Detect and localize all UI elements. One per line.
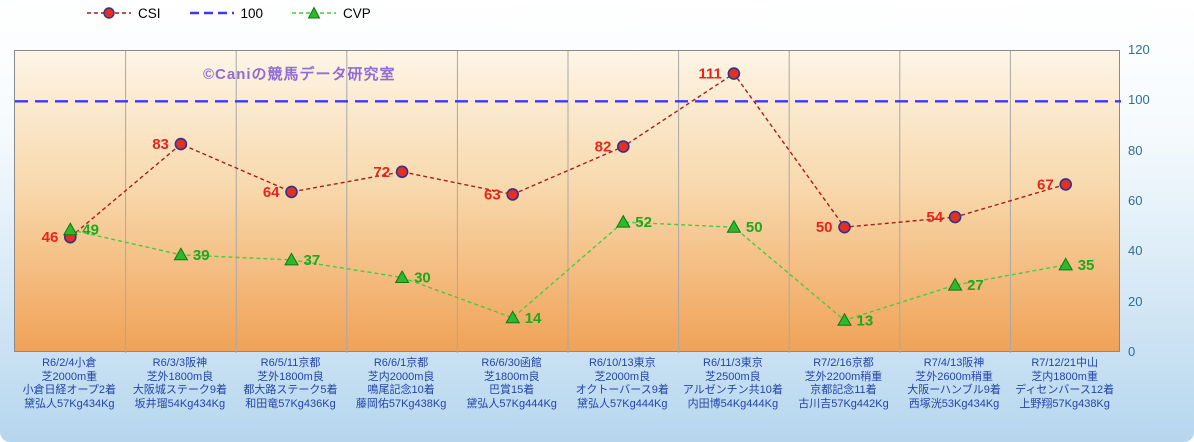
x-axis-label-line: 黛弘人57Kg434Kg: [24, 397, 115, 410]
svg-text:111: 111: [699, 66, 722, 83]
svg-text:64: 64: [263, 184, 280, 201]
x-axis-label: R7/2/16京都 芝外2200m稍重 京都記念11着 古川吉57Kg442Kg: [788, 357, 899, 411]
x-axis-label-line: 京都記念11着: [810, 384, 877, 396]
x-axis-label-line: 芝外2200m稍重: [804, 370, 883, 383]
legend-label-cvp: CVP: [343, 5, 371, 21]
x-axis-label-line: 大阪ーハンブル9着: [907, 384, 1001, 396]
svg-text:37: 37: [304, 252, 321, 269]
x-axis-label: R6/10/13東京 芝2000m良 オクトーバース9着 黛弘人57Kg444Kg: [567, 357, 678, 411]
y-axis-tick-label: 40: [1128, 243, 1143, 259]
legend-label-100: 100: [240, 5, 264, 21]
x-axis-label-line: 小倉日経オープ2着: [22, 384, 117, 396]
x-axis-label-line: 大阪城ステーク9着: [132, 384, 227, 396]
legend-item-100: 100: [189, 5, 264, 21]
x-axis-label-line: 芝2000m重: [41, 370, 98, 383]
svg-text:50: 50: [746, 219, 763, 236]
legend-item-cvp: CVP: [291, 5, 371, 21]
x-axis-label-line: 上野翔57Kg438Kg: [1019, 397, 1110, 410]
svg-text:67: 67: [1037, 176, 1054, 193]
x-axis-label-line: R6/11/3東京: [703, 357, 763, 369]
x-axis-label: R6/2/4小倉 芝2000m重 小倉日経オープ2着 黛弘人57Kg434Kg: [14, 357, 125, 411]
x-axis-label-line: R6/6/1京都: [373, 357, 429, 369]
x-axis-label: R6/11/3東京 芝2500m良 アルゼンチン共10着 内田博54Kg444Kg: [678, 357, 789, 411]
x-axis-label-line: R6/10/13東京: [588, 357, 656, 369]
svg-text:14: 14: [525, 310, 542, 327]
x-axis-label-line: 芝外2600m稍重: [915, 370, 993, 383]
x-axis-label-line: 鳴尾記念10着: [367, 384, 435, 396]
svg-text:13: 13: [857, 312, 874, 329]
x-axis-label-line: R6/2/4小倉: [42, 357, 97, 369]
x-axis-label: R6/6/1京都 芝内2000m良 鳴尾記念10着 藤岡佑57Kg438Kg: [346, 357, 457, 411]
svg-text:27: 27: [967, 277, 984, 294]
svg-text:49: 49: [82, 222, 99, 239]
svg-text:39: 39: [193, 247, 210, 264]
svg-text:63: 63: [484, 186, 501, 203]
reference-line-legend-marker-icon: [189, 11, 234, 15]
x-axis-label-line: R7/2/16京都: [813, 357, 874, 369]
x-axis-label-line: 芝外1800m良: [146, 370, 214, 383]
y-axis-tick-label: 0: [1128, 344, 1136, 359]
y-axis-tick-label: 100: [1128, 92, 1150, 108]
svg-text:46: 46: [42, 229, 59, 246]
svg-text:35: 35: [1078, 257, 1095, 274]
watermark: ©Caniの競馬データ研究室: [203, 66, 396, 83]
x-axis-label: R7/4/13阪神 芝外2600m稍重 大阪ーハンブル9着 西塚洸53Kg434Kg: [899, 357, 1010, 411]
x-axis-label-line: 芝1800m良: [483, 370, 540, 383]
x-axis-label: R6/3/3阪神 芝外1800m良 大阪城ステーク9着 坂井瑠54Kg434Kg: [125, 357, 236, 411]
x-axis-label-line: 芝2500m良: [705, 370, 761, 383]
x-axis-label-line: R7/12/21中山: [1031, 357, 1098, 369]
x-axis-label-line: 古川吉57Kg442Kg: [798, 397, 889, 410]
x-axis-label-line: 芝内2000m良: [367, 370, 435, 383]
x-axis-label-line: R6/3/3阪神: [152, 357, 208, 369]
svg-text:52: 52: [635, 214, 652, 231]
svg-text:83: 83: [152, 136, 169, 153]
x-axis-label-line: 西塚洸53Kg434Kg: [908, 397, 1000, 410]
y-axis-tick-label: 80: [1128, 142, 1143, 158]
x-axis-label-line: 都大路ステーク5着: [243, 384, 338, 396]
x-axis-label-line: アルゼンチン共10着: [682, 384, 783, 396]
x-axis-label-line: 巴賞15着: [489, 384, 535, 396]
x-axis-label: R7/12/21中山 芝内1800m重 ディセンバース12着 上野翔57Kg438Kg: [1009, 357, 1120, 411]
plot-area: 46 83 64 72 63 82 111 50 54 67 49 39 37 30 14 52 50 13 27 3…: [14, 50, 1121, 353]
svg-text:82: 82: [595, 139, 612, 156]
y-axis-tick-label: 20: [1128, 293, 1143, 309]
x-axis-label-line: R6/5/11京都: [260, 357, 321, 369]
legend: CSI 100 CVP: [86, 5, 371, 21]
csi-legend-marker-icon: [87, 7, 131, 19]
x-axis-label-line: R7/4/13阪神: [923, 357, 985, 369]
x-axis-label-line: 藤岡佑57Kg438Kg: [355, 397, 447, 410]
x-axis-label-line: ディセンバース12着: [1015, 384, 1115, 396]
x-axis-label-line: 芝内1800m重: [1031, 370, 1098, 383]
x-axis-label-line: 黛弘人57Kg444Kg: [466, 397, 557, 410]
x-axis-label: R6/5/11京都 芝外1800m良 都大路ステーク5着 和田竜57Kg436Kg: [235, 357, 346, 411]
x-axis-label-line: オクトーバース9着: [575, 384, 669, 396]
x-axis-label-line: 芝外1800m良: [257, 370, 324, 383]
legend-label-csi: CSI: [138, 5, 161, 21]
x-axis-label-line: 坂井瑠54Kg434Kg: [134, 397, 226, 410]
svg-text:72: 72: [373, 164, 390, 181]
x-axis: R6/2/4小倉 芝2000m重 小倉日経オープ2着 黛弘人57Kg434Kg R6/3…: [14, 357, 1120, 411]
y-axis-tick-label: 60: [1128, 193, 1143, 208]
plot-svg: 46 83 64 72 63 82 111 50 54 67 49 39 37 30 14 52 50 13 27 3…: [15, 51, 1121, 353]
svg-text:50: 50: [816, 219, 833, 236]
y-axis: 0 20 40 60 80 100 120: [1128, 42, 1178, 359]
x-axis-label-line: 芝2000m良: [594, 370, 651, 383]
svg-text:54: 54: [926, 209, 943, 226]
cvp-legend-marker-icon: [292, 6, 337, 19]
y-axis-tick-label: 120: [1128, 42, 1150, 57]
svg-text:30: 30: [414, 270, 431, 287]
x-axis-label-line: 黛弘人57Kg444Kg: [577, 397, 668, 410]
legend-item-csi: CSI: [86, 5, 161, 21]
x-axis-label-line: 内田博54Kg444Kg: [687, 397, 779, 410]
x-axis-label: R6/6/30函館 芝1800m良 巴賞15着 黛弘人57Kg444Kg: [456, 357, 567, 411]
x-axis-label-line: 和田竜57Kg436Kg: [245, 397, 336, 410]
x-axis-label-line: R6/6/30函館: [481, 357, 542, 369]
